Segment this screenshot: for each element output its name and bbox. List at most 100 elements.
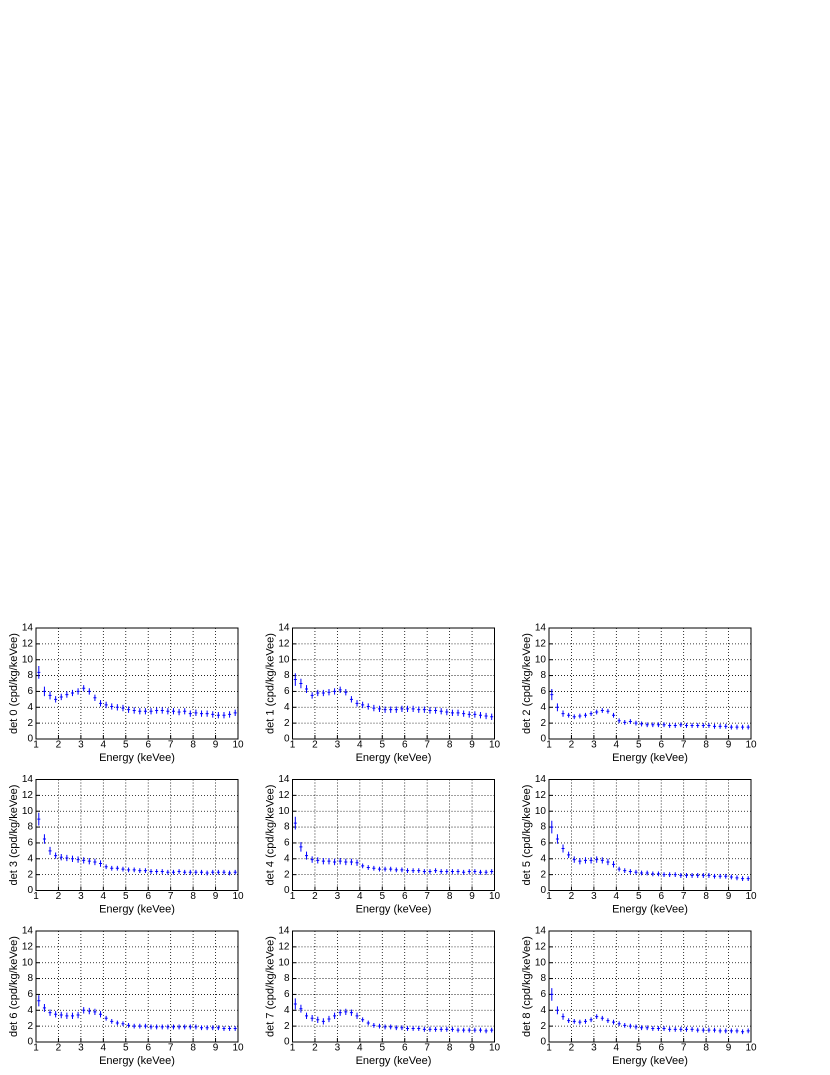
error-bar-point xyxy=(216,1025,220,1031)
error-bar-point xyxy=(99,700,103,707)
error-bar-point xyxy=(662,1026,666,1031)
x-tick-label: 4 xyxy=(614,1043,620,1054)
x-tick-label: 10 xyxy=(232,1043,244,1054)
error-bar-point xyxy=(149,1024,153,1030)
error-bar-point xyxy=(701,723,705,728)
error-bar-point xyxy=(99,1011,103,1018)
error-bar-point xyxy=(48,1009,52,1016)
error-bar-point xyxy=(628,719,632,724)
error-bar-point xyxy=(473,869,477,874)
error-bar-point xyxy=(411,868,415,874)
x-tick-label: 8 xyxy=(703,1043,709,1054)
error-bar-point xyxy=(200,869,204,875)
error-bar-point xyxy=(143,708,147,715)
error-bar-point xyxy=(338,686,342,694)
x-tick-label: 8 xyxy=(447,740,453,751)
x-axis-title: Energy (keVee) xyxy=(356,752,432,764)
error-bar-point xyxy=(383,1024,387,1030)
x-tick-label: 2 xyxy=(569,891,575,902)
error-bar-point xyxy=(640,1025,644,1031)
x-tick-label: 2 xyxy=(312,740,318,751)
y-tick-label: 0 xyxy=(540,734,546,745)
y-tick-label: 0 xyxy=(27,885,33,896)
error-bar-point xyxy=(690,723,694,728)
error-bar-point xyxy=(656,1026,660,1031)
x-tick-label: 10 xyxy=(232,740,244,751)
error-bar-point xyxy=(400,705,404,713)
plot-frame xyxy=(36,628,238,739)
error-bar-point xyxy=(87,1007,91,1015)
error-bar-point xyxy=(82,857,86,864)
y-tick-label: 2 xyxy=(284,718,290,729)
x-tick-label: 7 xyxy=(424,1043,430,1054)
error-bar-point xyxy=(462,869,466,875)
error-bar-point xyxy=(293,816,297,830)
error-bar-point xyxy=(93,694,97,701)
x-tick-label: 10 xyxy=(232,891,244,902)
error-bar-point xyxy=(389,1024,393,1030)
x-tick-label: 2 xyxy=(312,1043,318,1054)
error-bar-point xyxy=(143,1023,147,1029)
error-bar-point xyxy=(578,1019,582,1025)
error-bar-point xyxy=(589,711,593,717)
error-bar-point xyxy=(422,1026,426,1032)
x-tick-label: 6 xyxy=(145,1043,151,1054)
error-bar-point xyxy=(372,1022,376,1028)
y-axis-title: det 5 (cpd/kg/keVee) xyxy=(521,785,533,886)
error-bar-point xyxy=(305,1012,309,1020)
x-tick-label: 8 xyxy=(190,740,196,751)
error-bar-point xyxy=(439,708,443,715)
axes-box xyxy=(292,930,495,1043)
y-tick-label: 0 xyxy=(27,734,33,745)
error-bar-point xyxy=(211,869,215,875)
x-axis-title: Energy (keVee) xyxy=(99,752,175,764)
error-bar-point xyxy=(321,689,325,697)
error-bar-point xyxy=(690,873,694,878)
error-bar-point xyxy=(555,834,559,844)
error-bar-point xyxy=(724,873,728,879)
x-tick-label: 2 xyxy=(56,740,62,751)
plot-frame xyxy=(36,931,238,1042)
error-bar-point xyxy=(383,866,387,872)
error-bar-point xyxy=(450,709,454,717)
error-bar-point xyxy=(377,705,381,713)
error-bar-point xyxy=(389,866,393,872)
error-bar-point xyxy=(127,706,131,713)
error-bar-point xyxy=(741,724,745,730)
y-tick-label: 14 xyxy=(278,926,290,937)
error-bar-point xyxy=(372,704,376,712)
y-tick-label: 10 xyxy=(535,957,547,968)
y-tick-label: 4 xyxy=(27,853,33,864)
error-bar-point xyxy=(42,686,46,697)
x-tick-label: 8 xyxy=(703,740,709,751)
y-tick-label: 12 xyxy=(278,790,290,801)
error-bar-point xyxy=(233,709,237,717)
error-bar-point xyxy=(567,1018,571,1023)
x-tick-label: 8 xyxy=(703,891,709,902)
error-bar-point xyxy=(673,1026,677,1032)
y-tick-label: 12 xyxy=(535,790,547,801)
error-bar-point xyxy=(299,842,303,852)
error-bar-point xyxy=(462,1027,466,1033)
error-bar-point xyxy=(406,705,410,713)
x-tick-label: 1 xyxy=(546,891,552,902)
error-bar-point xyxy=(160,869,164,874)
y-tick-label: 8 xyxy=(27,670,33,681)
y-tick-label: 12 xyxy=(22,790,34,801)
y-tick-label: 10 xyxy=(535,654,547,665)
y-tick-label: 12 xyxy=(535,941,547,952)
error-bar-point xyxy=(550,820,554,834)
error-bar-point xyxy=(583,1019,587,1024)
y-tick-label: 10 xyxy=(278,654,290,665)
error-bar-point xyxy=(583,712,587,718)
x-tick-label: 6 xyxy=(658,740,664,751)
error-bar-point xyxy=(572,1019,576,1024)
error-bar-point xyxy=(445,1026,449,1032)
x-tick-label: 5 xyxy=(123,891,129,902)
error-bar-point xyxy=(467,869,471,874)
error-bar-point xyxy=(70,855,74,862)
